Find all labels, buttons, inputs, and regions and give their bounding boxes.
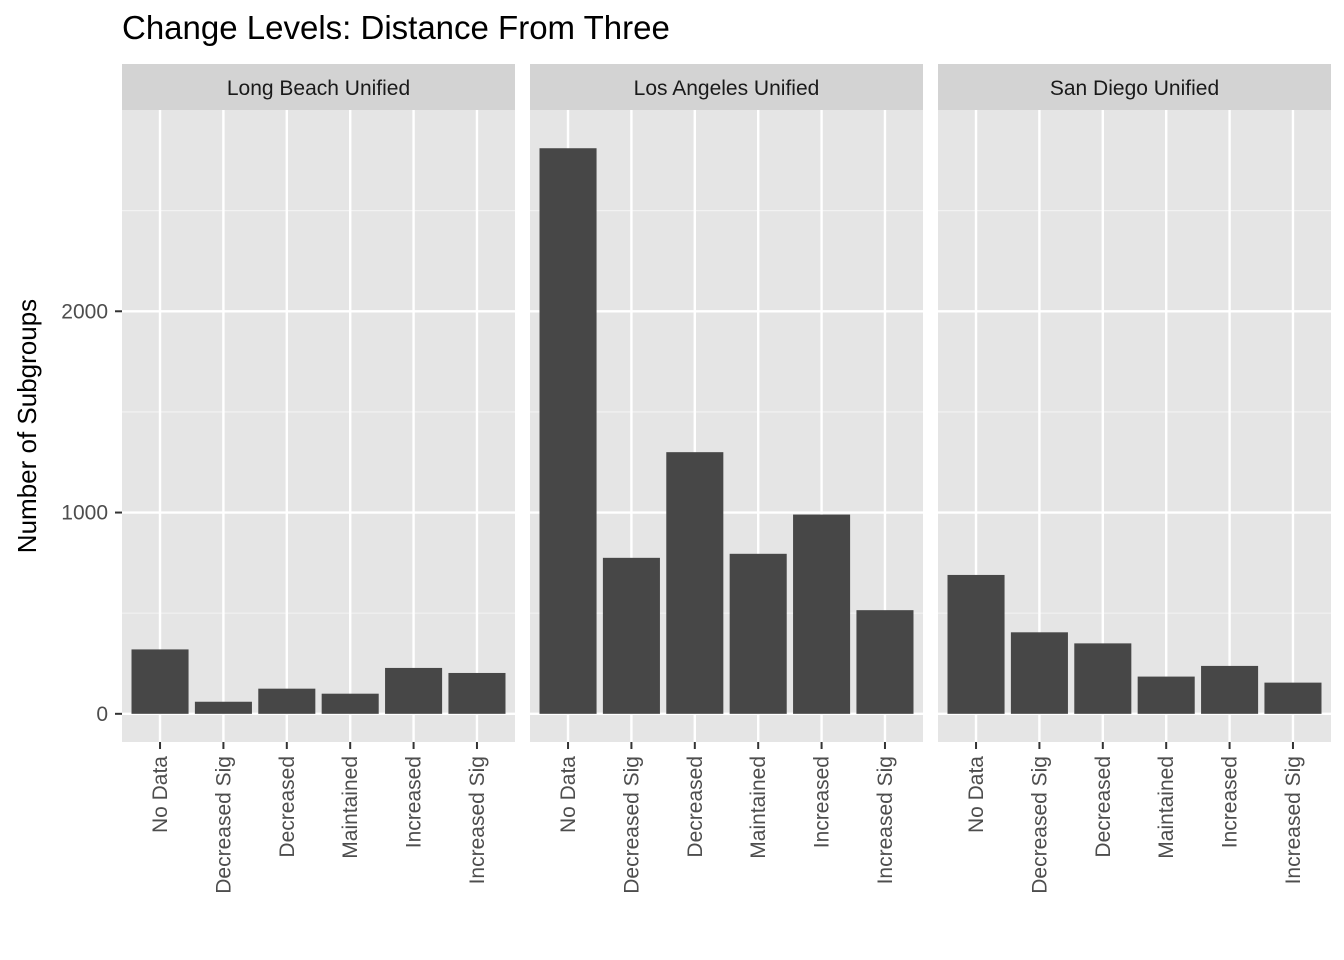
- bar: [321, 693, 379, 714]
- bar: [947, 574, 1005, 714]
- x-tick-label: No Data: [965, 756, 988, 833]
- bar: [602, 557, 660, 714]
- y-axis-label: Number of Subgroups: [12, 299, 42, 553]
- x-tick-label: Increased: [403, 756, 426, 848]
- x-tick-label: No Data: [149, 756, 172, 833]
- x-tick-label: Increased Sig: [466, 756, 489, 884]
- facet-label: Los Angeles Unified: [634, 77, 820, 100]
- facet-strip: [122, 64, 515, 110]
- facet-strip: [530, 64, 923, 110]
- facet-panel: Los Angeles Unified No Data Decreased Sig D…: [530, 64, 923, 894]
- y-tick-label: 0: [96, 703, 108, 726]
- bar: [729, 553, 787, 714]
- bar: [194, 701, 252, 714]
- panel-background: [122, 110, 515, 742]
- bar: [1074, 643, 1132, 714]
- x-tick-label: Increased: [1219, 756, 1242, 848]
- facet-label: San Diego Unified: [1050, 77, 1219, 100]
- bar: [793, 514, 851, 714]
- x-tick-label: Increased: [811, 756, 834, 848]
- bar: [1264, 682, 1322, 714]
- bar: [385, 667, 443, 714]
- bar: [539, 148, 597, 714]
- x-tick-label: Increased Sig: [1282, 756, 1305, 884]
- facet-panel: Long Beach Unified No Data Decreased Sig De…: [122, 64, 515, 894]
- bar: [1201, 665, 1259, 714]
- bar: [448, 672, 506, 714]
- x-tick-label: No Data: [557, 756, 580, 833]
- x-tick-label: Decreased Sig: [1028, 756, 1051, 894]
- bar: [258, 688, 316, 714]
- bar: [666, 452, 724, 714]
- y-axis: 0 1000 2000: [61, 300, 122, 726]
- facets: Long Beach Unified No Data Decreased Sig De…: [122, 64, 1331, 894]
- chart-title: Change Levels: Distance From Three: [122, 9, 670, 46]
- bar: [856, 610, 914, 714]
- y-tick-label: 1000: [61, 502, 108, 525]
- x-tick-label: Decreased Sig: [620, 756, 643, 894]
- x-tick-label: Decreased Sig: [212, 756, 235, 894]
- bar: [1137, 676, 1195, 714]
- x-tick-label: Maintained: [747, 756, 770, 859]
- x-tick-label: Decreased: [1092, 756, 1115, 858]
- x-tick-label: Increased Sig: [874, 756, 897, 884]
- x-tick-label: Maintained: [339, 756, 362, 859]
- x-tick-label: Maintained: [1155, 756, 1178, 859]
- facet-panel: San Diego Unified No Data Decreased Sig Dec…: [938, 64, 1331, 894]
- facet-label: Long Beach Unified: [227, 77, 410, 100]
- x-tick-label: Decreased: [276, 756, 299, 858]
- bar: [131, 649, 189, 714]
- y-tick-label: 2000: [61, 300, 108, 323]
- facet-strip: [938, 64, 1331, 110]
- x-tick-label: Decreased: [684, 756, 707, 858]
- bar: [1010, 632, 1068, 714]
